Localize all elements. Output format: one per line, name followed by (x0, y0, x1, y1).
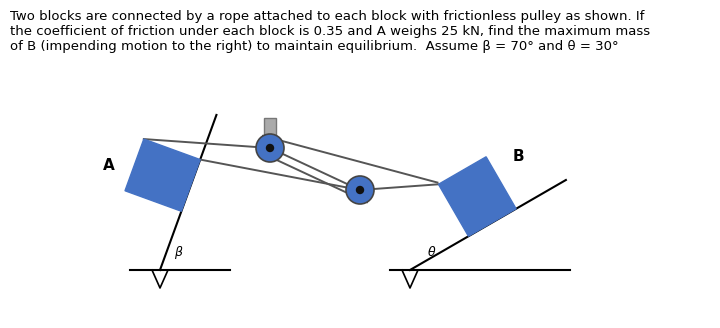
Text: β: β (174, 246, 182, 259)
Text: B: B (512, 149, 524, 164)
Circle shape (346, 176, 374, 204)
Circle shape (266, 145, 274, 152)
Polygon shape (152, 270, 168, 288)
Circle shape (256, 134, 284, 162)
Circle shape (356, 187, 364, 194)
Text: Two blocks are connected by a rope attached to each block with frictionless pull: Two blocks are connected by a rope attac… (10, 10, 650, 53)
Polygon shape (438, 157, 516, 236)
Text: A: A (102, 158, 114, 173)
Bar (264, 118, 276, 148)
Polygon shape (125, 139, 200, 211)
Text: θ: θ (428, 246, 436, 259)
Polygon shape (402, 270, 418, 288)
